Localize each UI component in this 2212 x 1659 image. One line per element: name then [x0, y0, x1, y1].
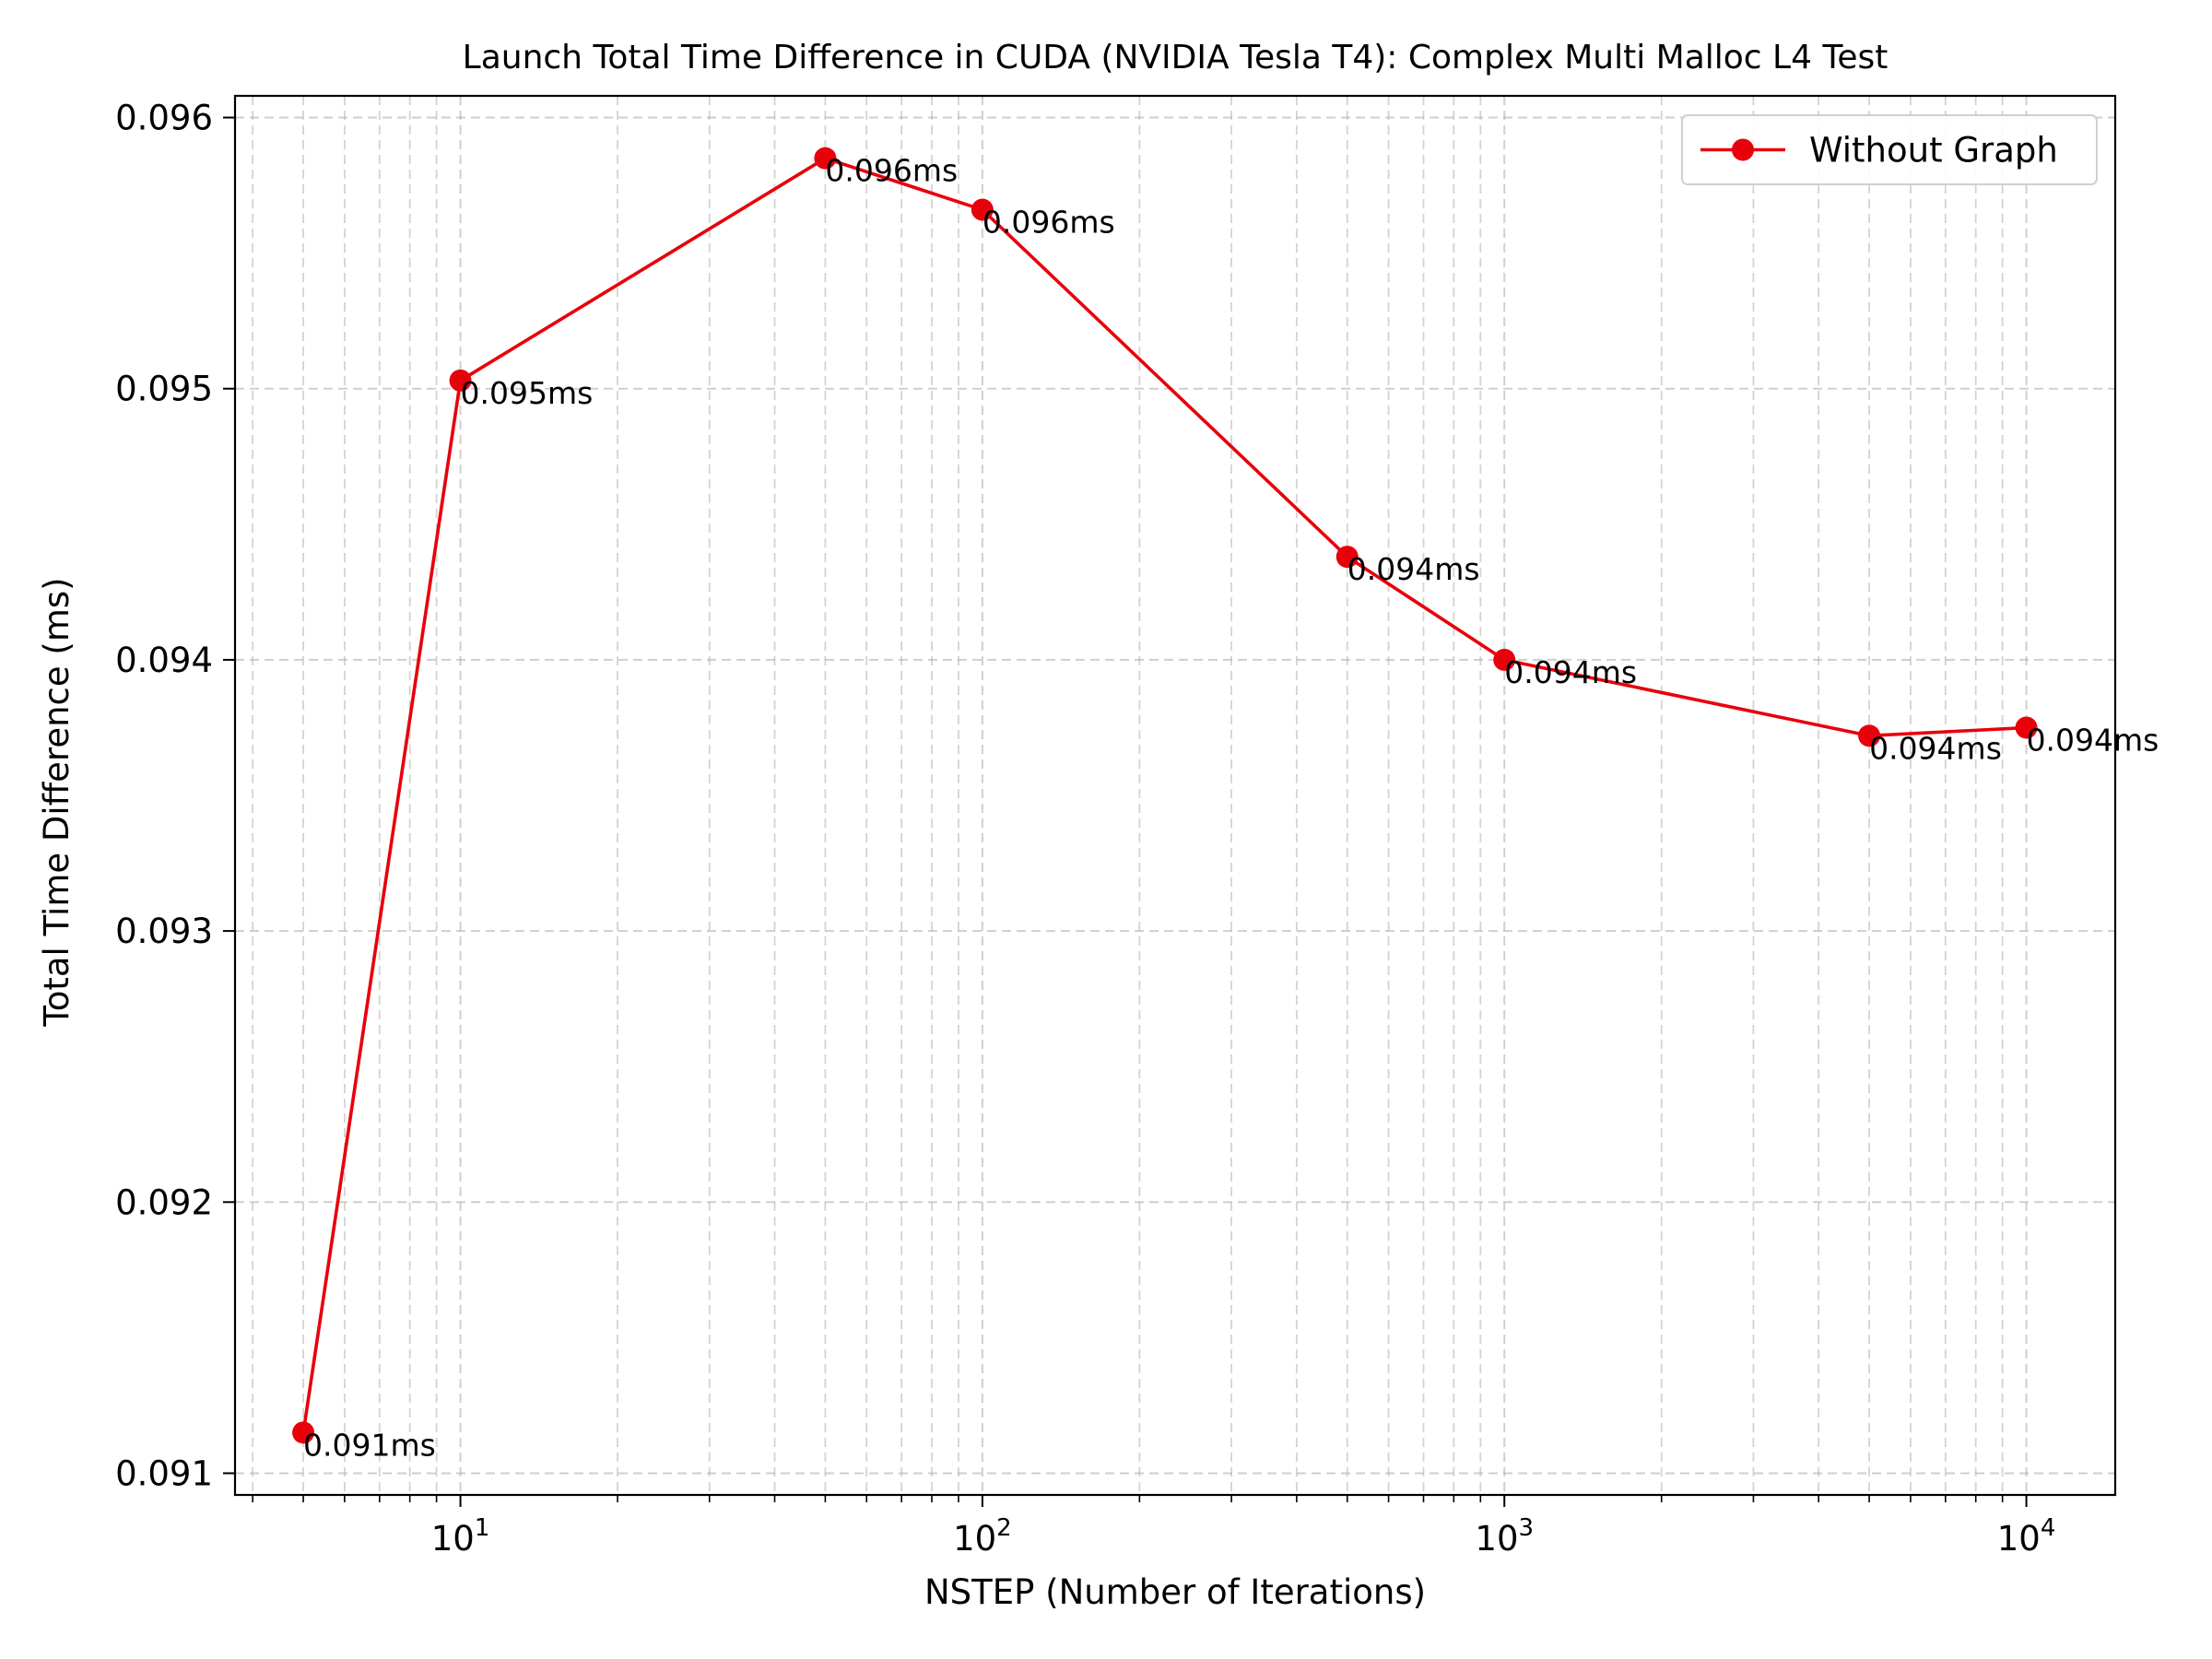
legend: Without Graph	[1681, 114, 2098, 185]
x-tick-label: 103	[1475, 1514, 1534, 1559]
data-point	[1858, 724, 1881, 747]
data-point	[2015, 716, 2038, 739]
y-axis-label: Total Time Difference (ms)	[37, 577, 76, 1027]
data-point	[292, 1421, 315, 1444]
data-point	[449, 369, 472, 392]
x-tick-label: 101	[431, 1514, 490, 1559]
data-label: 0.094ms	[1504, 654, 1637, 690]
y-tick-label: 0.094	[115, 641, 213, 680]
axis-ticks: 101 102 103 104 0.091 0.092 0.093 0.094 0.095 0.0…	[115, 99, 2055, 1559]
plot-frame	[233, 94, 2117, 1497]
grid-lines	[235, 96, 2115, 1495]
series-line	[301, 156, 2027, 1433]
data-label: 0.095ms	[461, 375, 594, 411]
data-label: 0.094ms	[2027, 722, 2159, 758]
legend-marker	[1732, 138, 1754, 161]
data-label: 0.094ms	[1347, 551, 1480, 587]
x-axis-label: NSTEP (Number of Iterations)	[924, 1572, 1426, 1612]
x-tick-label: 102	[953, 1514, 1012, 1559]
data-point	[1493, 648, 1516, 671]
y-tick-label: 0.092	[115, 1182, 213, 1222]
y-tick-label: 0.091	[115, 1453, 213, 1493]
series-line-layer: 0.091ms 0.095ms 0.096ms 0.096ms 0.094ms 0.094…	[292, 147, 2159, 1463]
data-label: 0.091ms	[303, 1427, 436, 1463]
data-point	[814, 147, 837, 170]
chart-title: Launch Total Time Difference in CUDA (NV…	[463, 39, 1888, 76]
legend-label: Without Graph	[1809, 131, 2058, 171]
data-point	[971, 198, 994, 221]
y-tick-label: 0.093	[115, 912, 213, 951]
data-label: 0.096ms	[825, 153, 958, 189]
y-tick-label: 0.096	[115, 99, 213, 138]
data-label: 0.096ms	[982, 205, 1115, 241]
data-label: 0.094ms	[1869, 730, 2002, 766]
data-point	[1335, 546, 1359, 569]
x-tick-label: 104	[1997, 1514, 2056, 1559]
y-tick-label: 0.095	[115, 370, 213, 409]
legend-box	[1681, 114, 2098, 185]
